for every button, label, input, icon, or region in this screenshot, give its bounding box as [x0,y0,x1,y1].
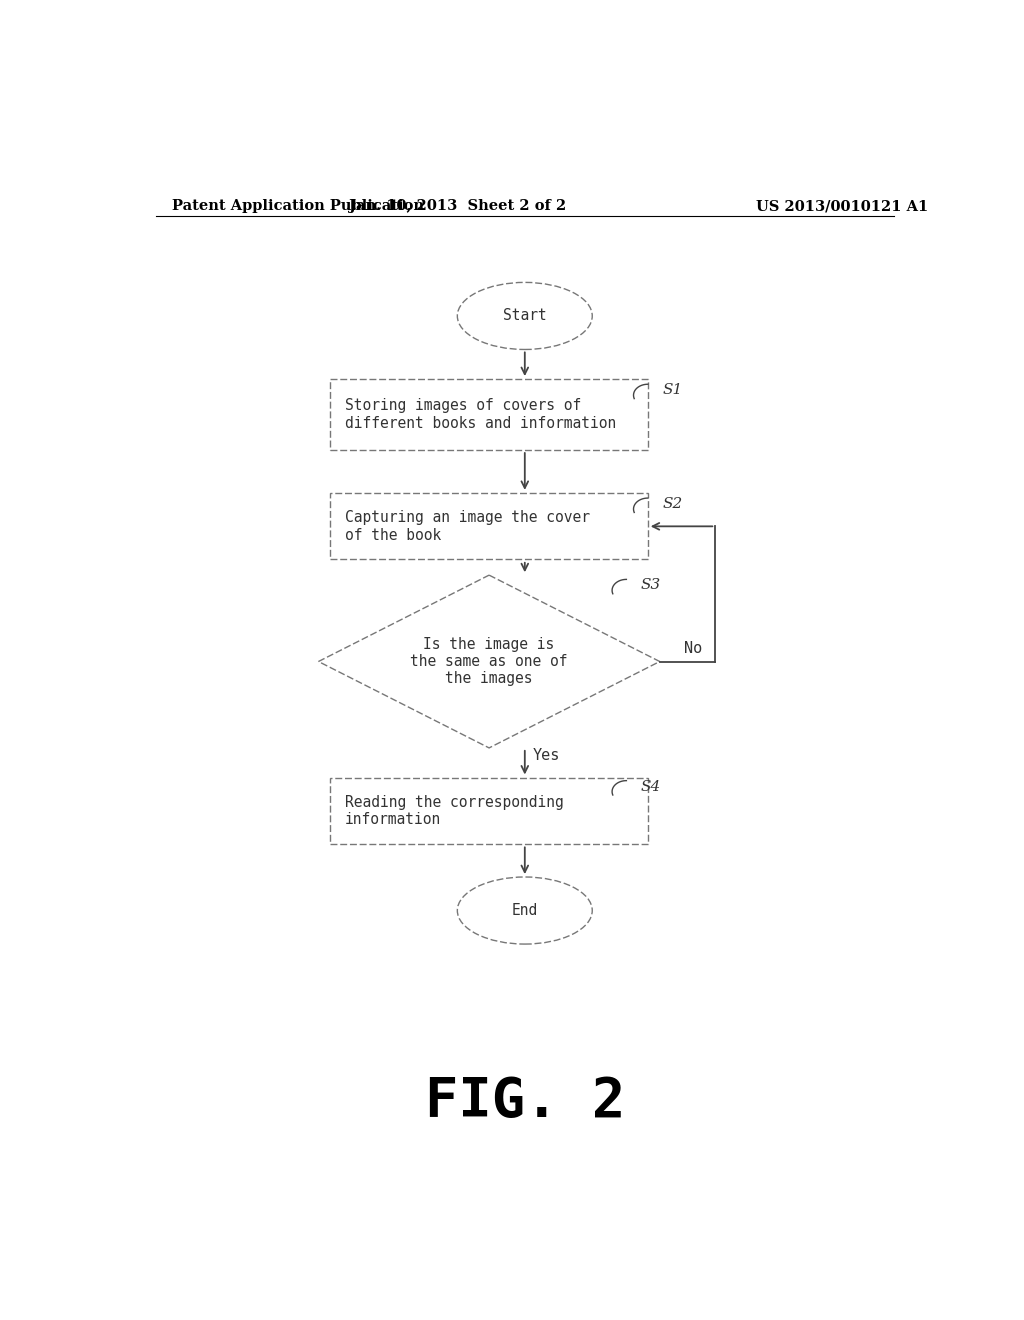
Text: No: No [684,640,701,656]
Text: Yes: Yes [532,747,560,763]
Text: Storing images of covers of
different books and information: Storing images of covers of different bo… [345,399,615,430]
Text: End: End [512,903,538,917]
Text: Capturing an image the cover
of the book: Capturing an image the cover of the book [345,510,590,543]
Text: Is the image is
the same as one of
the images: Is the image is the same as one of the i… [411,636,568,686]
Text: S3: S3 [641,578,660,593]
Text: FIG. 2: FIG. 2 [425,1074,625,1129]
Text: S4: S4 [641,780,660,793]
Text: US 2013/0010121 A1: US 2013/0010121 A1 [756,199,929,213]
Text: Jan. 10, 2013  Sheet 2 of 2: Jan. 10, 2013 Sheet 2 of 2 [349,199,566,213]
Text: Start: Start [503,309,547,323]
Text: Reading the corresponding
information: Reading the corresponding information [345,795,563,828]
Text: S2: S2 [663,496,682,511]
Text: Patent Application Publication: Patent Application Publication [172,199,424,213]
Text: S1: S1 [663,383,682,397]
